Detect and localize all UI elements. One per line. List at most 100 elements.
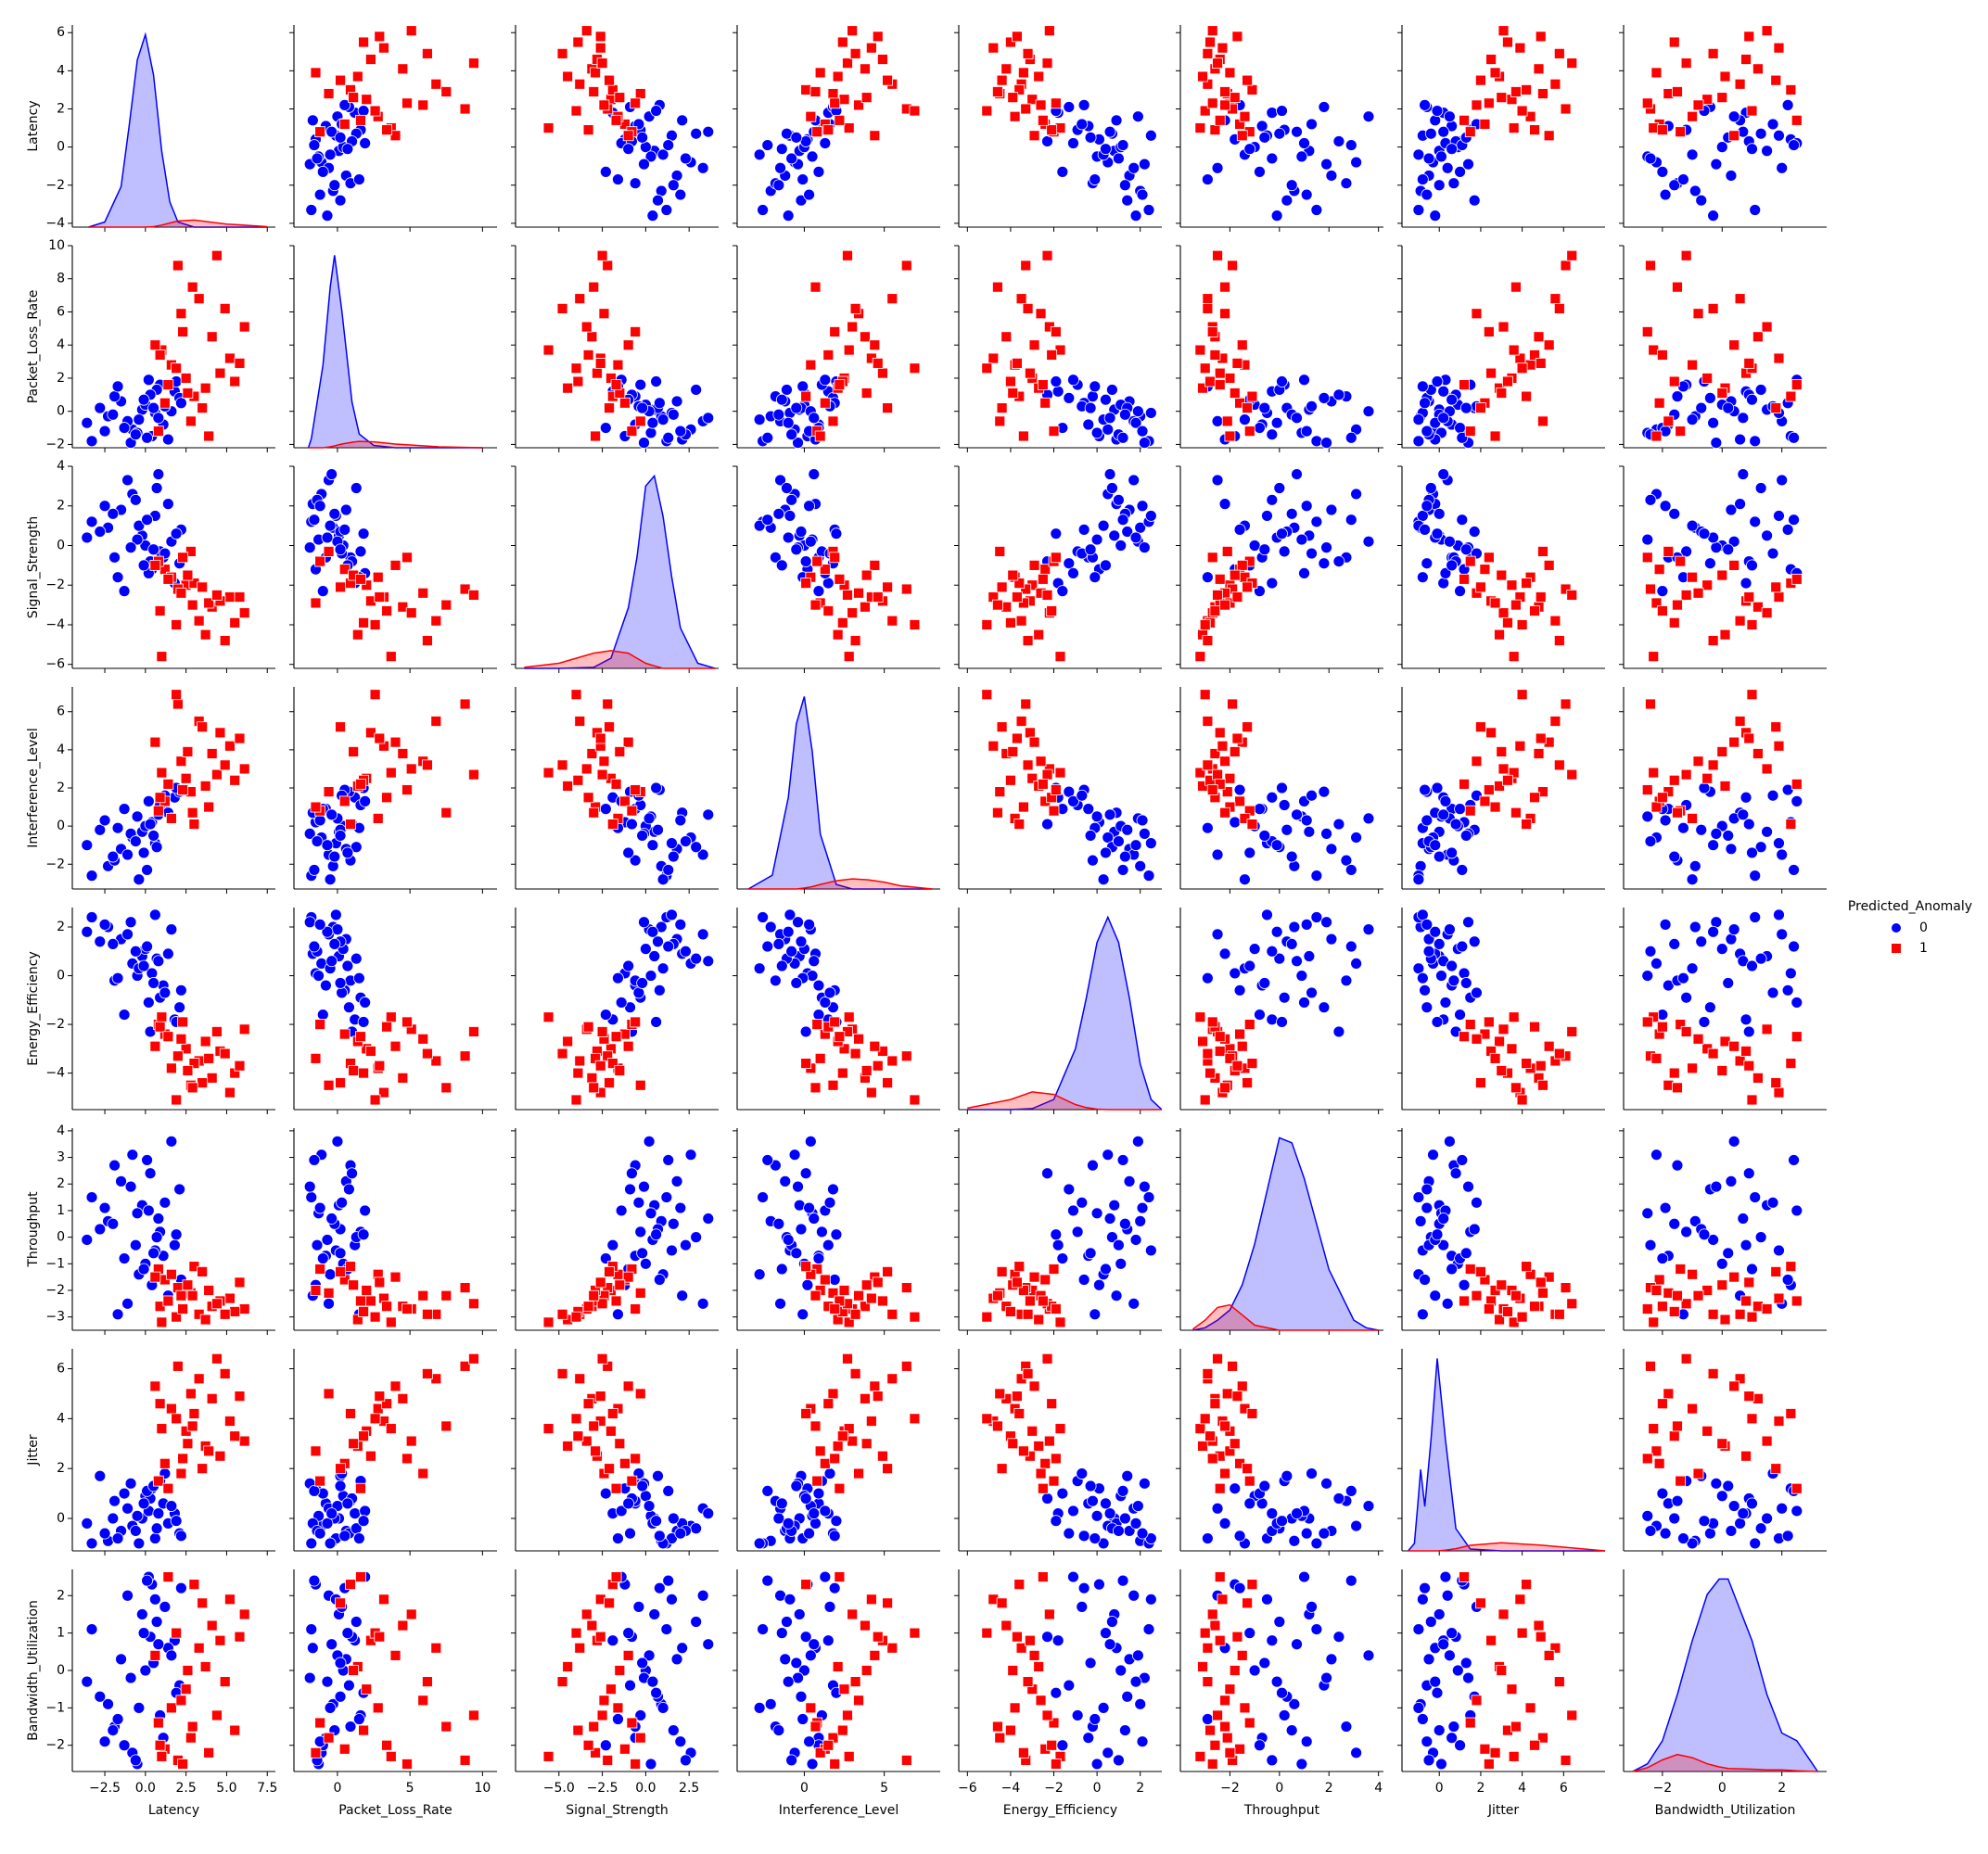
point (1510, 806, 1522, 819)
point (1046, 124, 1058, 136)
point (1761, 1512, 1773, 1525)
point (1496, 746, 1508, 757)
point (799, 1167, 812, 1180)
panel (954, 908, 1163, 1114)
point (823, 1600, 836, 1613)
kde-area (967, 1091, 1162, 1110)
point (1454, 1009, 1466, 1021)
point (1689, 184, 1701, 197)
point (1496, 387, 1508, 399)
point (602, 698, 614, 710)
point (1266, 1013, 1279, 1026)
point (385, 1750, 397, 1762)
point (1707, 210, 1720, 222)
point (234, 1276, 246, 1289)
point (1677, 173, 1689, 185)
point (1695, 935, 1708, 948)
point (1770, 581, 1782, 593)
point (843, 122, 855, 133)
point (653, 984, 666, 997)
y-tick-label: 1 (57, 1626, 65, 1641)
point (1037, 778, 1049, 790)
point (1082, 803, 1095, 816)
point (1012, 1276, 1023, 1289)
point (652, 194, 664, 207)
point (1727, 110, 1740, 123)
point (1668, 179, 1681, 192)
point (1433, 179, 1446, 192)
point (316, 165, 329, 178)
point (1535, 1276, 1547, 1289)
point (877, 54, 888, 65)
point (1656, 585, 1669, 598)
point (1740, 1450, 1752, 1462)
point (152, 1475, 164, 1487)
point (1433, 1724, 1446, 1736)
point (808, 1213, 821, 1225)
point (582, 1739, 594, 1751)
point (1496, 569, 1508, 581)
point (1710, 541, 1723, 554)
point (1318, 1527, 1331, 1540)
point (834, 573, 846, 585)
point (610, 1571, 622, 1582)
x-tick-label: 4 (1374, 1781, 1383, 1796)
point (325, 1507, 338, 1520)
point (1243, 1019, 1255, 1030)
point (1734, 433, 1747, 446)
panel (511, 1128, 719, 1335)
y-tick-label: 1 (57, 1203, 65, 1218)
point (372, 1702, 384, 1714)
point (1136, 1527, 1149, 1540)
point (1015, 615, 1027, 627)
point (111, 1532, 124, 1544)
point (1766, 986, 1779, 999)
point (174, 1581, 187, 1594)
point (1110, 114, 1123, 127)
point (459, 1050, 471, 1062)
point (1056, 165, 1069, 178)
point (676, 114, 689, 127)
point (653, 1530, 666, 1543)
point (1340, 177, 1353, 190)
point (149, 1040, 161, 1052)
point (1093, 1278, 1105, 1291)
point (1116, 1574, 1129, 1587)
point (142, 1204, 155, 1217)
point (996, 74, 1008, 86)
point (781, 1616, 793, 1628)
point (1246, 84, 1258, 95)
point (1766, 1196, 1779, 1209)
point (343, 1001, 355, 1014)
point (381, 792, 393, 804)
point (1129, 416, 1142, 429)
point (137, 846, 150, 859)
point (1243, 1497, 1256, 1510)
point (1118, 1217, 1131, 1230)
point (338, 523, 351, 536)
kde-line (1192, 1303, 1379, 1331)
point (142, 374, 155, 387)
point (1239, 873, 1251, 886)
point (324, 519, 337, 532)
panel (1619, 25, 1827, 232)
point (1644, 835, 1657, 847)
point (1194, 767, 1206, 779)
point (1773, 352, 1785, 364)
point (822, 1739, 835, 1751)
point (1211, 1502, 1224, 1515)
point (865, 42, 877, 54)
point (788, 1149, 801, 1162)
y-tick-label: 4 (57, 459, 65, 474)
point (580, 321, 593, 333)
point (753, 148, 766, 161)
point (1194, 1011, 1206, 1023)
point (310, 1445, 322, 1457)
point (1056, 1252, 1069, 1264)
point (350, 841, 363, 854)
point (909, 1311, 921, 1323)
point (1508, 1011, 1520, 1023)
point (1692, 99, 1704, 111)
point (211, 1352, 223, 1365)
